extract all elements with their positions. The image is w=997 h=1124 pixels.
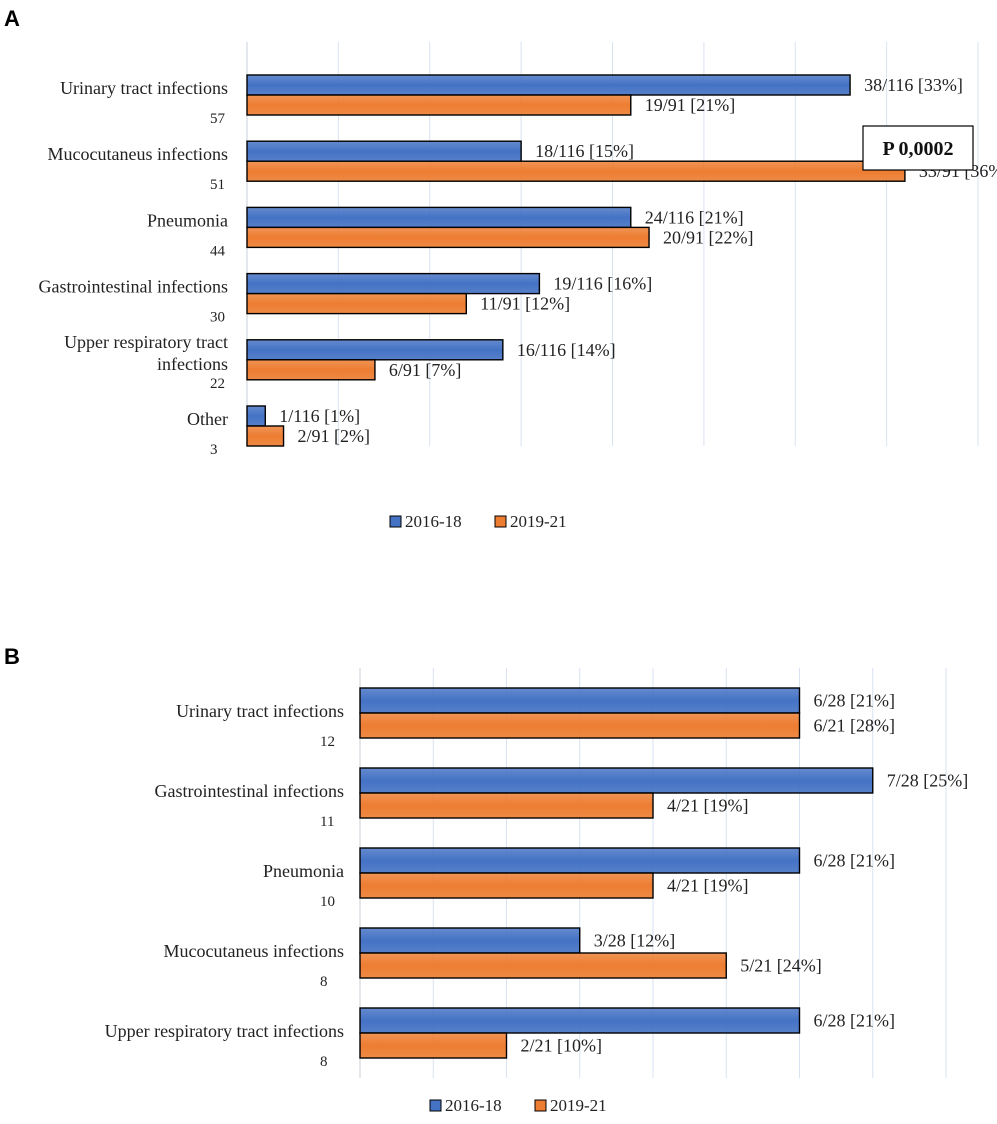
bar-2016-18 [359,847,801,874]
bar-2019-21 [359,952,727,979]
data-label: 38/116 [33%] [864,75,963,95]
category-count: 22 [210,376,225,392]
data-label: 16/116 [14%] [517,340,616,360]
bar-2019-21 [246,94,632,116]
data-label: 18/116 [15%] [535,141,634,161]
category-count: 44 [210,243,226,259]
bar-2016-18 [359,767,874,794]
category-count: 8 [320,974,328,990]
legend-swatch [389,515,402,528]
data-label: 2/91 [2%] [298,426,370,446]
data-label: 6/28 [21%] [814,1011,895,1031]
data-label: 19/91 [21%] [645,95,735,115]
bar-2016-18 [359,1007,801,1034]
legend-swatch [429,1099,442,1112]
bar-2019-21 [246,425,285,447]
bar-2019-21 [359,712,801,739]
category-count: 8 [320,1054,328,1070]
bar-2016-18 [359,687,801,714]
chart-panel-a: Urinary tract infections 57 38/116 [33%] 19… [39,42,997,531]
panel-letter-a: A [4,6,20,31]
legend-swatch [534,1099,547,1112]
category-label: Urinary tract infections [176,701,344,721]
bar-2019-21 [246,359,376,381]
category-count: 30 [210,310,225,326]
bar-2019-21 [246,160,906,182]
data-label: 6/28 [21%] [814,691,895,711]
bar-2019-21 [246,292,468,315]
bar-2016-18 [246,206,632,229]
legend-swatch [494,515,507,528]
data-label: 1/116 [1%] [279,406,360,426]
bar-2016-18 [246,74,851,96]
data-label: 4/21 [19%] [667,796,748,816]
category-label: Gastrointestinal infections [155,781,344,801]
category-count: 10 [320,894,335,910]
category-count: 51 [210,177,225,193]
category-label: infections [157,354,228,374]
chart-panel-b: Urinary tract infections 12 6/28 [21%] 6/21… [105,668,968,1115]
bar-2016-18 [246,405,266,427]
data-label: 6/21 [28%] [814,716,895,736]
category-label: Urinary tract infections [60,78,228,98]
bar-2019-21 [359,872,654,899]
data-label: 3/28 [12%] [594,931,675,951]
category-count: 57 [210,111,226,127]
category-label: Mucocutaneus infections [164,941,344,961]
bar-2016-18 [246,140,522,162]
data-label: 6/91 [7%] [389,360,461,380]
data-label: 24/116 [21%] [645,207,744,227]
data-label: 7/28 [25%] [887,771,968,791]
data-label: 5/21 [24%] [740,956,821,976]
legend-label: 2019-21 [550,1096,607,1115]
category-label: Gastrointestinal infections [39,277,228,297]
bar-2019-21 [359,792,654,819]
bar-2016-18 [359,927,581,954]
category-label: Pneumonia [263,861,344,881]
data-label: 19/116 [16%] [553,274,652,294]
bar-2016-18 [246,339,504,361]
category-count: 11 [320,814,334,830]
category-label: Mucocutaneus infections [48,144,228,164]
category-label: Upper respiratory tract infections [105,1021,344,1041]
bar-2019-21 [359,1032,508,1059]
bar-2016-18 [246,272,541,295]
category-count: 12 [320,734,335,750]
data-label: 11/91 [12%] [480,294,570,314]
data-label: 4/21 [19%] [667,876,748,896]
legend-label: 2016-18 [445,1096,502,1115]
panel-letter-b: B [4,644,20,669]
data-label: 6/28 [21%] [814,851,895,871]
category-label: Other [187,409,228,429]
category-label: Upper respiratory tract [64,332,228,352]
bar-2019-21 [246,226,650,249]
category-count: 3 [210,442,218,458]
legend-label: 2019-21 [510,512,567,531]
legend-label: 2016-18 [405,512,462,531]
data-label: 20/91 [22%] [663,227,753,247]
p-value-annotation: P 0,0002 [882,138,953,160]
category-label: Pneumonia [147,210,228,230]
p-value-box [862,125,974,171]
data-label: 2/21 [10%] [521,1036,602,1056]
